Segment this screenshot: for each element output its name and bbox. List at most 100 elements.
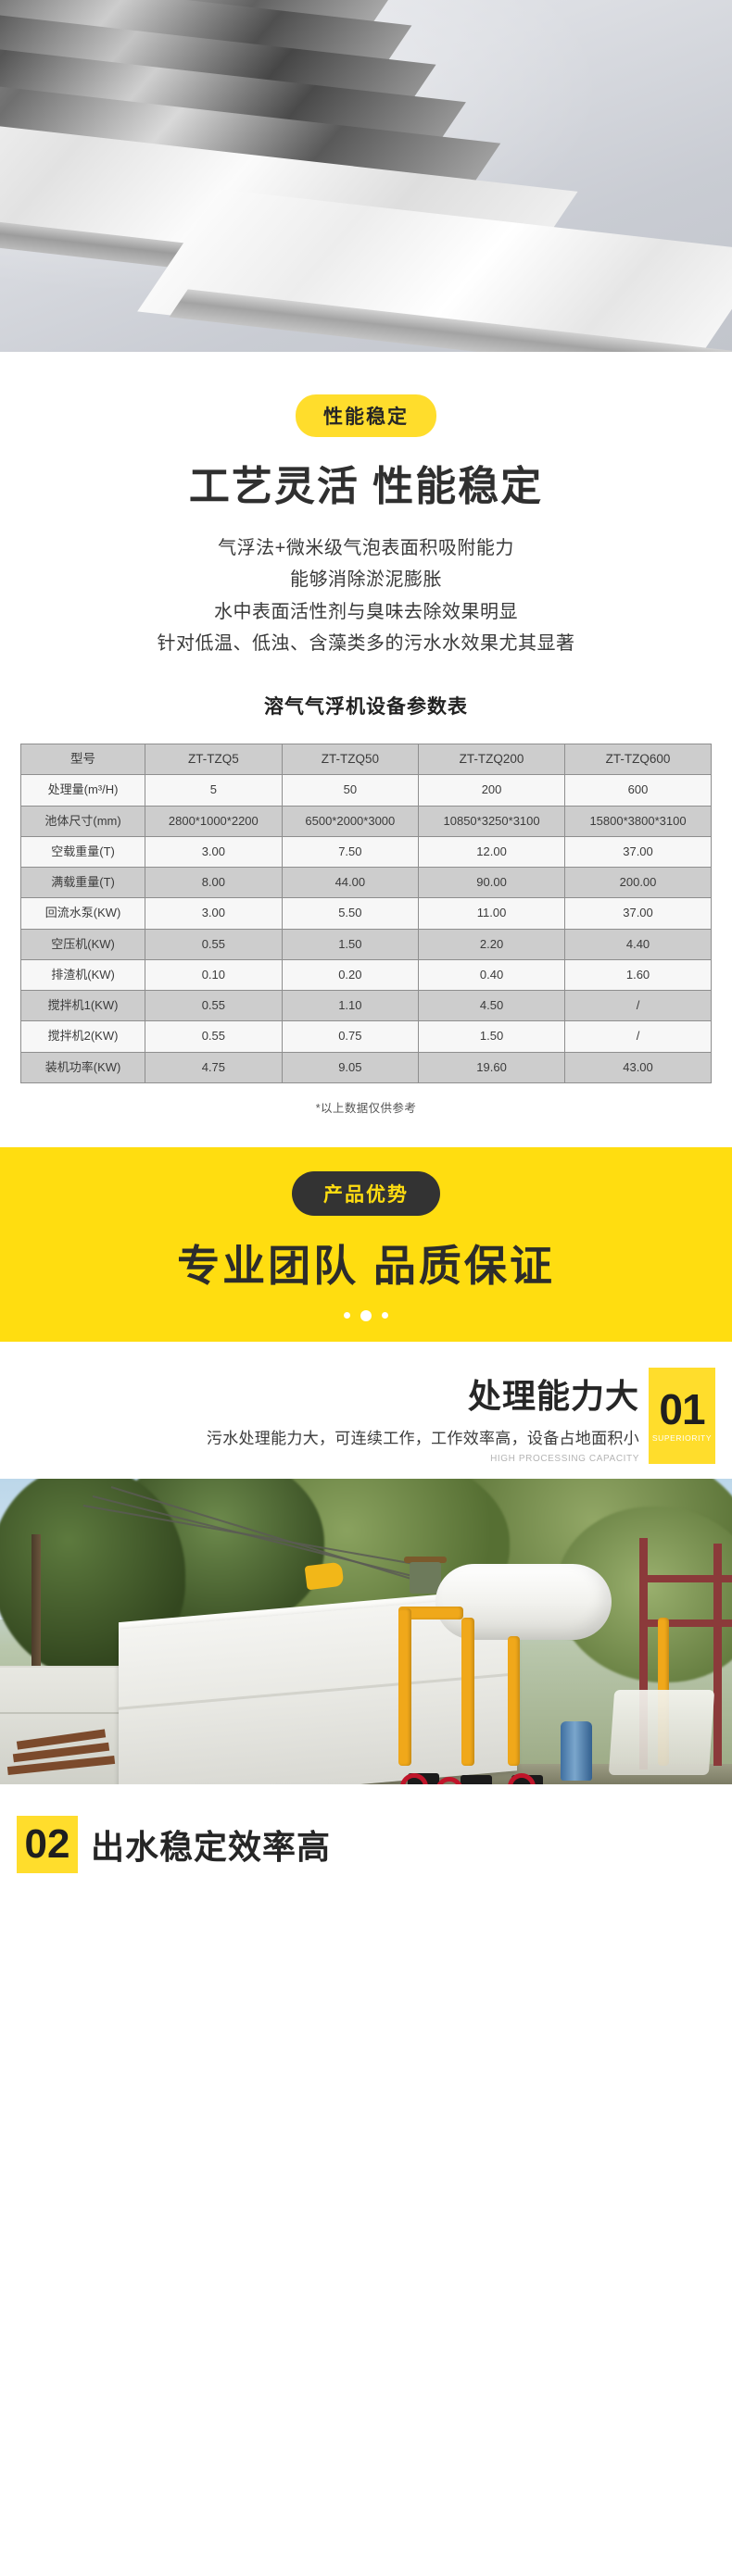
- photo-red-pipe-rack-post-1: [639, 1537, 648, 1769]
- photo-red-pipe-rack-beam-2: [639, 1619, 732, 1627]
- advantage-01-number: 01: [659, 1384, 705, 1433]
- photo-handwheel-3: [508, 1772, 536, 1784]
- carousel-dots[interactable]: [0, 1309, 732, 1321]
- spec-cell: 4.50: [418, 990, 566, 1022]
- spec-row-label: 装机功率(KW): [19, 1051, 146, 1083]
- spec-cell: 200: [418, 774, 566, 807]
- advantage-banner-title: 专业团队 品质保证: [177, 1241, 555, 1290]
- spec-cell: 0.20: [281, 958, 420, 992]
- spec-table-row: 搅拌机2(KW) 0.55 0.75 1.50/: [19, 1020, 712, 1053]
- product-detail-page: 性能稳定 工艺灵活 性能稳定 气浮法+微米级气泡表面积吸附能力 能够消除淤泥膨胀…: [0, 0, 732, 1873]
- spec-table-row: 搅拌机1(KW) 0.55 1.10 4.50/: [19, 990, 712, 1022]
- advantage-01-texts: 处理能力大 污水处理能力大，可连续工作，工作效率高，设备占地面积小 HIGH P…: [22, 1379, 639, 1464]
- spec-cell: 12.00: [418, 835, 566, 869]
- spec-cell: 0.10: [145, 958, 283, 992]
- spec-cell: 1.50: [281, 928, 420, 960]
- desc-line-1: 气浮法+微米级气泡表面积吸附能力: [218, 538, 514, 558]
- spec-table-row: 回流水泵(KW) 3.00 5.50 11.00 37.00: [19, 897, 712, 930]
- spec-cell: 0.75: [281, 1020, 420, 1053]
- advantage-02-block: 02 出水稳定效率高: [0, 1784, 732, 1873]
- spec-cell: 50: [281, 774, 420, 807]
- spec-table-row: 空载重量(T) 3.00 7.50 12.00 37.00: [19, 835, 712, 869]
- spec-cell: 3.00: [145, 897, 283, 930]
- spec-cell: 1.10: [281, 990, 420, 1022]
- spec-cell: 2800*1000*2200: [145, 805, 283, 837]
- spec-row-label: 满载重量(T): [19, 867, 146, 899]
- photo-red-pipe-rack-post-2: [713, 1543, 722, 1766]
- advantage-01-header: 处理能力大 污水处理能力大，可连续工作，工作效率高，设备占地面积小 HIGH P…: [0, 1367, 732, 1464]
- equipment-site-photo: [0, 1478, 732, 1784]
- desc-line-4: 针对低温、低浊、含藻类多的污水水效果尤其显著: [157, 633, 575, 655]
- advantage-01-subtitle: 污水处理能力大，可连续工作，工作效率高，设备占地面积小: [206, 1429, 639, 1447]
- photo-valve-2: [461, 1774, 492, 1784]
- spec-cell: 15800*3800*3100: [564, 805, 712, 837]
- advantage-01-english: HIGH PROCESSING CAPACITY: [490, 1453, 639, 1464]
- carousel-dot-3[interactable]: [382, 1312, 388, 1319]
- photo-yellow-pipe-2: [461, 1617, 474, 1766]
- spec-cell: 5: [145, 774, 283, 807]
- advantage-01-block: 处理能力大 污水处理能力大，可连续工作，工作效率高，设备占地面积小 HIGH P…: [0, 1342, 732, 1784]
- spec-cell: 9.05: [281, 1051, 420, 1083]
- advantage-badge: 产品优势: [292, 1170, 440, 1216]
- spec-table: 型号 ZT-TZQ5 ZT-TZQ50 ZT-TZQ200 ZT-TZQ600 处理量(m…: [19, 743, 712, 1083]
- spec-table-row: 排渣机(KW) 0.10 0.20 0.40 1.60: [19, 958, 712, 992]
- hero-steel-plates-image: [0, 0, 732, 352]
- spec-cell: 1.60: [564, 958, 712, 992]
- spec-table-row: 空压机(KW) 0.55 1.50 2.20 4.40: [19, 928, 712, 960]
- spec-header-model-2: ZT-TZQ50: [281, 743, 420, 776]
- advantage-01-title: 处理能力大: [467, 1377, 639, 1416]
- spec-header-model-4: ZT-TZQ600: [564, 743, 712, 776]
- spec-table-title: 溶气气浮机设备参数表: [264, 695, 468, 718]
- spec-row-label: 空压机(KW): [19, 928, 146, 960]
- spec-cell: 0.55: [145, 990, 283, 1022]
- spec-cell: 200.00: [564, 867, 712, 899]
- spec-cell: 4.40: [564, 928, 712, 960]
- stable-badge: 性能稳定: [296, 394, 436, 437]
- photo-tree-trunk: [32, 1533, 41, 1766]
- spec-cell: 6500*2000*3000: [281, 805, 420, 837]
- spec-cell: 19.60: [418, 1051, 566, 1083]
- spec-row-label: 搅拌机1(KW): [19, 990, 146, 1022]
- stable-title: 工艺灵活 性能稳定: [188, 464, 544, 509]
- spec-cell: 90.00: [418, 867, 566, 899]
- photo-yellow-pipe-horizontal: [398, 1606, 463, 1619]
- spec-table-row: 满载重量(T) 8.00 44.00 90.00 200.00: [19, 867, 712, 899]
- carousel-dot-2[interactable]: [360, 1309, 372, 1321]
- spec-row-label: 回流水泵(KW): [19, 897, 146, 930]
- spec-cell: 8.00: [145, 867, 283, 899]
- spec-cell: 2.20: [418, 928, 566, 960]
- spec-cell: /: [564, 990, 712, 1022]
- spec-cell: 3.00: [145, 835, 283, 869]
- spec-cell: 11.00: [418, 897, 566, 930]
- spec-header-model-3: ZT-TZQ200: [418, 743, 566, 776]
- advantage-02-title: 出水稳定效率高: [91, 1827, 332, 1866]
- spec-row-label: 空载重量(T): [19, 835, 146, 869]
- stable-description: 气浮法+微米级气泡表面积吸附能力 能够消除淤泥膨胀 水中表面活性剂与臭味去除效果…: [0, 532, 732, 660]
- spec-row-label: 池体尺寸(mm): [19, 805, 146, 837]
- spec-header-label: 型号: [19, 743, 146, 776]
- photo-motor-cap-1: [404, 1556, 447, 1563]
- spec-cell: 44.00: [281, 867, 420, 899]
- spec-cell: 7.50: [281, 835, 420, 869]
- photo-handwheel-1: [400, 1772, 428, 1784]
- spec-row-label: 处理量(m³/H): [19, 774, 146, 807]
- spec-cell: 600: [564, 774, 712, 807]
- spec-table-note: *以上数据仅供参考: [315, 1101, 417, 1115]
- photo-yellow-pipe-3: [508, 1635, 520, 1766]
- spec-table-row: 装机功率(KW) 4.75 9.05 19.60 43.00: [19, 1051, 712, 1083]
- spec-row-label: 排渣机(KW): [19, 958, 146, 992]
- spec-row-label: 搅拌机2(KW): [19, 1020, 146, 1053]
- spec-table-row: 池体尺寸(mm) 2800*1000*2200 6500*2000*3000 1085…: [19, 805, 712, 837]
- desc-line-2: 能够消除淤泥膨胀: [290, 569, 442, 591]
- spec-cell: 0.55: [145, 928, 283, 960]
- spec-header-model-1: ZT-TZQ5: [145, 743, 283, 776]
- spec-table-wrapper: 型号 ZT-TZQ5 ZT-TZQ50 ZT-TZQ200 ZT-TZQ600 处理量(m…: [0, 729, 732, 1116]
- carousel-dot-1[interactable]: [344, 1312, 350, 1319]
- photo-wrapped-sack: [608, 1689, 715, 1775]
- advantage-01-number-badge: 01 SUPERIORITY: [649, 1367, 715, 1464]
- advantage-01-number-label: SUPERIORITY: [651, 1433, 713, 1444]
- spec-cell: 0.55: [145, 1020, 283, 1053]
- steel-plate-front: [137, 189, 732, 352]
- spec-cell: 1.50: [418, 1020, 566, 1053]
- desc-line-3: 水中表面活性剂与臭味去除效果明显: [214, 601, 518, 622]
